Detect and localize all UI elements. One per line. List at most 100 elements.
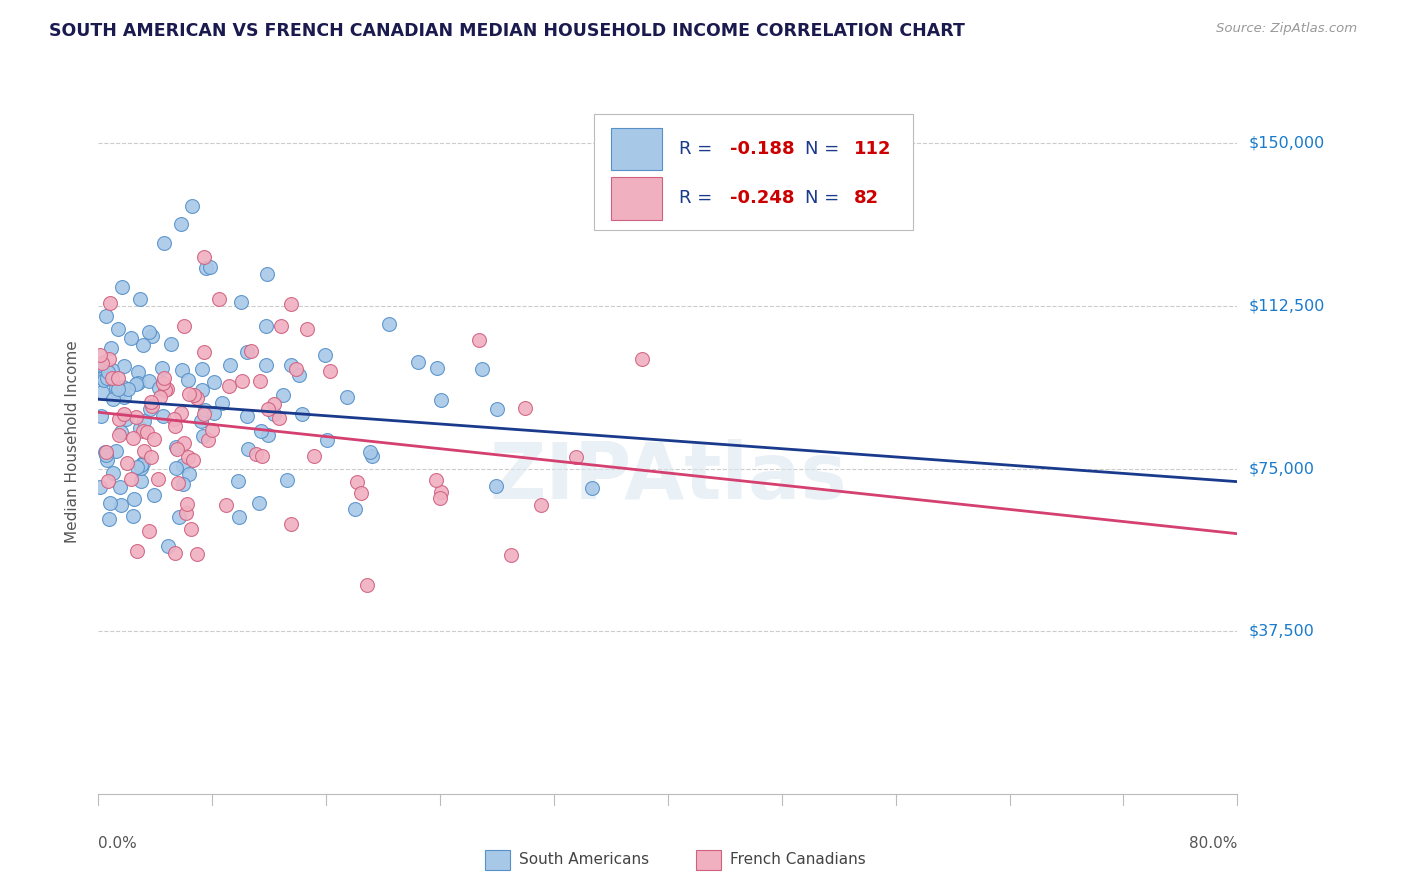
Point: [103, 467, 125, 481]
Point: [148, 472, 170, 486]
Point: [96, 371, 118, 385]
Point: [89, 480, 111, 494]
Point: [430, 392, 453, 407]
Y-axis label: Median Household Income: Median Household Income: [65, 340, 80, 543]
Point: [226, 474, 249, 488]
Point: [176, 373, 198, 387]
Point: [163, 419, 186, 434]
Point: [218, 359, 240, 373]
Point: [263, 407, 285, 421]
Point: [112, 390, 135, 404]
Point: [101, 363, 124, 377]
Text: SOUTH AMERICAN VS FRENCH CANADIAN MEDIAN HOUSEHOLD INCOME CORRELATION CHART: SOUTH AMERICAN VS FRENCH CANADIAN MEDIAN…: [49, 22, 965, 40]
Point: [172, 477, 194, 491]
Point: [139, 450, 162, 464]
Point: [186, 547, 208, 561]
Point: [110, 498, 132, 512]
Point: [249, 374, 271, 388]
Point: [125, 544, 148, 558]
Point: [150, 361, 173, 376]
Point: [120, 473, 142, 487]
Point: [202, 406, 225, 420]
Point: [346, 475, 368, 489]
Point: [135, 425, 157, 439]
Point: [176, 497, 198, 511]
Point: [121, 509, 143, 524]
Text: $112,500: $112,500: [1249, 299, 1324, 313]
Point: [471, 361, 494, 376]
Point: [141, 400, 163, 414]
Point: [143, 487, 166, 501]
Point: [152, 409, 174, 423]
Point: [153, 384, 176, 398]
Point: [138, 374, 160, 388]
Text: R =: R =: [679, 140, 718, 158]
Point: [91, 385, 114, 400]
Point: [120, 331, 142, 345]
Point: [271, 388, 294, 402]
Point: [89, 348, 111, 362]
Text: 0.0%: 0.0%: [98, 836, 138, 851]
Point: [177, 467, 200, 481]
Point: [128, 292, 150, 306]
Point: [104, 381, 127, 395]
Point: [564, 450, 586, 464]
Point: [177, 450, 200, 464]
Point: [108, 427, 131, 442]
Point: [115, 456, 138, 470]
Point: [179, 387, 201, 401]
Text: $37,500: $37,500: [1249, 624, 1315, 639]
Point: [111, 279, 134, 293]
Point: [215, 499, 238, 513]
Text: 82: 82: [853, 189, 879, 208]
Point: [360, 449, 382, 463]
Point: [138, 325, 160, 339]
Point: [336, 390, 359, 404]
Point: [247, 496, 270, 510]
Point: [139, 401, 162, 416]
Point: [180, 521, 202, 535]
Point: [218, 378, 240, 392]
Point: [110, 425, 132, 439]
Point: [256, 267, 278, 281]
Point: [211, 396, 233, 410]
Point: [173, 435, 195, 450]
Point: [201, 423, 224, 437]
Text: $150,000: $150,000: [1249, 136, 1324, 151]
Point: [515, 401, 537, 415]
Point: [174, 506, 197, 520]
Point: [94, 444, 117, 458]
Point: [236, 345, 259, 359]
Point: [254, 318, 277, 333]
Point: [104, 443, 127, 458]
Point: [96, 364, 118, 378]
Point: [231, 374, 253, 388]
Point: [125, 410, 148, 425]
Point: [107, 371, 129, 385]
Point: [169, 509, 191, 524]
Point: [228, 510, 250, 524]
Text: -0.248: -0.248: [731, 189, 794, 208]
Point: [132, 456, 155, 470]
Point: [193, 250, 215, 264]
Point: [468, 333, 491, 347]
Point: [94, 309, 117, 323]
Point: [166, 442, 188, 457]
Point: [139, 395, 162, 409]
Point: [429, 491, 451, 506]
Point: [101, 392, 124, 407]
Point: [378, 317, 401, 331]
Point: [316, 433, 339, 447]
Point: [132, 424, 155, 438]
Point: [250, 424, 273, 438]
Point: [406, 355, 429, 369]
Point: [486, 401, 509, 416]
Point: [257, 402, 280, 417]
Point: [190, 414, 212, 428]
Point: [134, 414, 156, 428]
Point: [208, 292, 231, 306]
Point: [314, 348, 336, 362]
Point: [90, 409, 112, 423]
FancyBboxPatch shape: [593, 114, 912, 230]
Point: [148, 381, 170, 395]
